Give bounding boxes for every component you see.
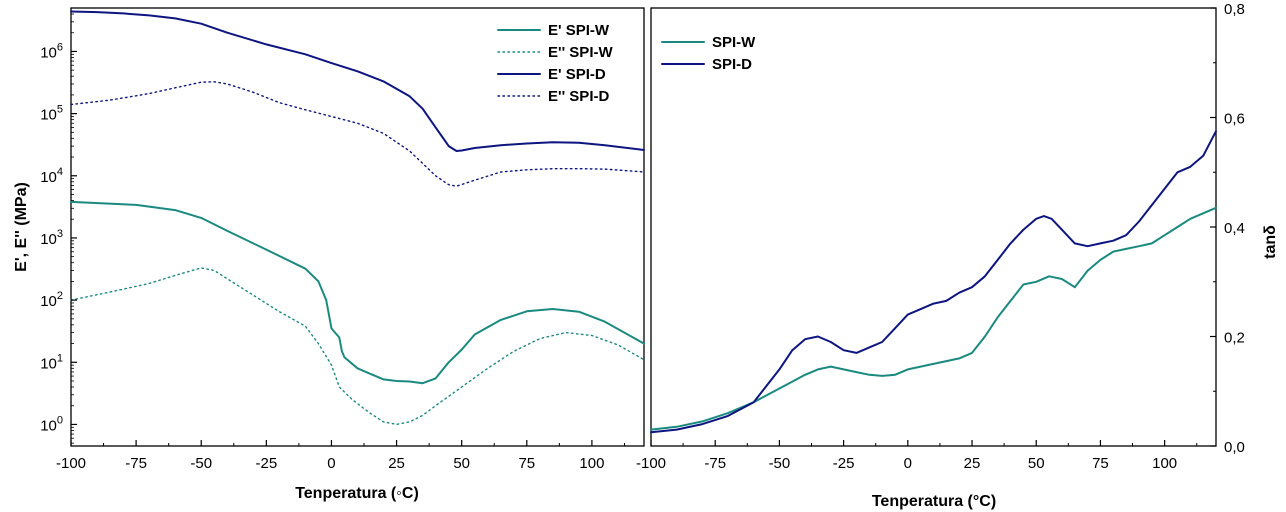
x-tick-label: 75 [1092,455,1109,472]
x-tick-label: -100 [636,455,666,472]
y-tick-label: 101 [40,352,63,372]
x-axis-left: -100 -75 -50 -25 0 25 50 75 100 [56,440,625,472]
legend-label-e-spi-d: E'' SPI-D [548,88,609,105]
series-line-e-spi-w [70,267,645,426]
chart-frame-left [70,7,645,447]
x-tick-label: 50 [453,455,470,472]
tan-delta-chart: -100 -75 -50 -25 0 25 50 75 100 0,00,20,40,60,8 … [636,1,1279,510]
series-line-e-spi-d [70,81,645,187]
x-tick-label: 25 [388,455,405,472]
chart-frame-right [650,7,1217,447]
legend-label-spi-d: SPI-D [712,56,752,73]
x-tick-label: 25 [964,455,981,472]
y-tick-label: 0,4 [1224,220,1245,237]
y-tick-label: 106 [40,41,63,61]
legend-label-e-spi-w: E'' SPI-W [548,44,613,61]
x-tick-label: -50 [190,455,212,472]
y-tick-label: 103 [40,228,63,248]
x-tick-label: -100 [56,455,86,472]
storage-loss-modulus-chart: -100 -75 -50 -25 0 25 50 75 100 1001011021031041… [13,7,645,502]
y-tick-label: 102 [40,290,63,310]
x-tick-label: 100 [1152,455,1177,472]
x-tick-label: -25 [255,455,277,472]
legend-label-e-spi-w: E' SPI-W [548,22,610,39]
x-axis-label-right: Tenperatura (°C) [872,493,996,510]
legend-label-e-spi-d: E' SPI-D [548,66,606,83]
x-tick-label: 0 [327,455,335,472]
x-tick-label: 75 [518,455,535,472]
x-tick-label: -75 [704,455,726,472]
y-axis-right: 0,0 0,2 0,4 0,6 0,8 [1210,1,1245,456]
x-axis-right: -100 -75 -50 -25 0 25 50 75 100 [636,440,1198,472]
y-tick-label: 0,8 [1224,1,1245,18]
x-tick-label: 50 [1028,455,1045,472]
series-line-e-spi-w [70,200,645,385]
series-line-e-spi-d [70,10,645,152]
y-tick-label: 105 [40,104,63,124]
x-tick-label: -25 [833,455,855,472]
x-tick-label: -75 [125,455,147,472]
legend-label-spi-w: SPI-W [712,34,756,51]
x-tick-label: 0 [904,455,912,472]
legend-right: SPI-W SPI-D [661,34,756,73]
series-line-spi-d [650,130,1217,434]
x-tick-label: 100 [579,455,604,472]
plot-area-left [70,10,645,426]
legend-left: E' SPI-W E'' SPI-W E' SPI-D E'' SPI-D [497,22,613,105]
y-tick-label: 0,2 [1224,330,1245,347]
y-tick-label: 100 [40,414,63,434]
y-axis-label-left: E', E'' (MPa) [13,182,30,272]
x-tick-label: -50 [769,455,791,472]
x-axis-label-left: Tenperatura (◦C) [295,485,419,502]
y-axis-left: 100 101 102 103 104 105 106 [40,7,77,444]
y-tick-label: 0,0 [1224,439,1245,456]
y-axis-label-right: tanδ [1262,225,1279,259]
series-line-spi-w [650,206,1217,431]
plot-area-right [650,130,1217,434]
y-tick-label: 104 [40,166,63,186]
y-tick-label: 0,6 [1224,111,1245,128]
